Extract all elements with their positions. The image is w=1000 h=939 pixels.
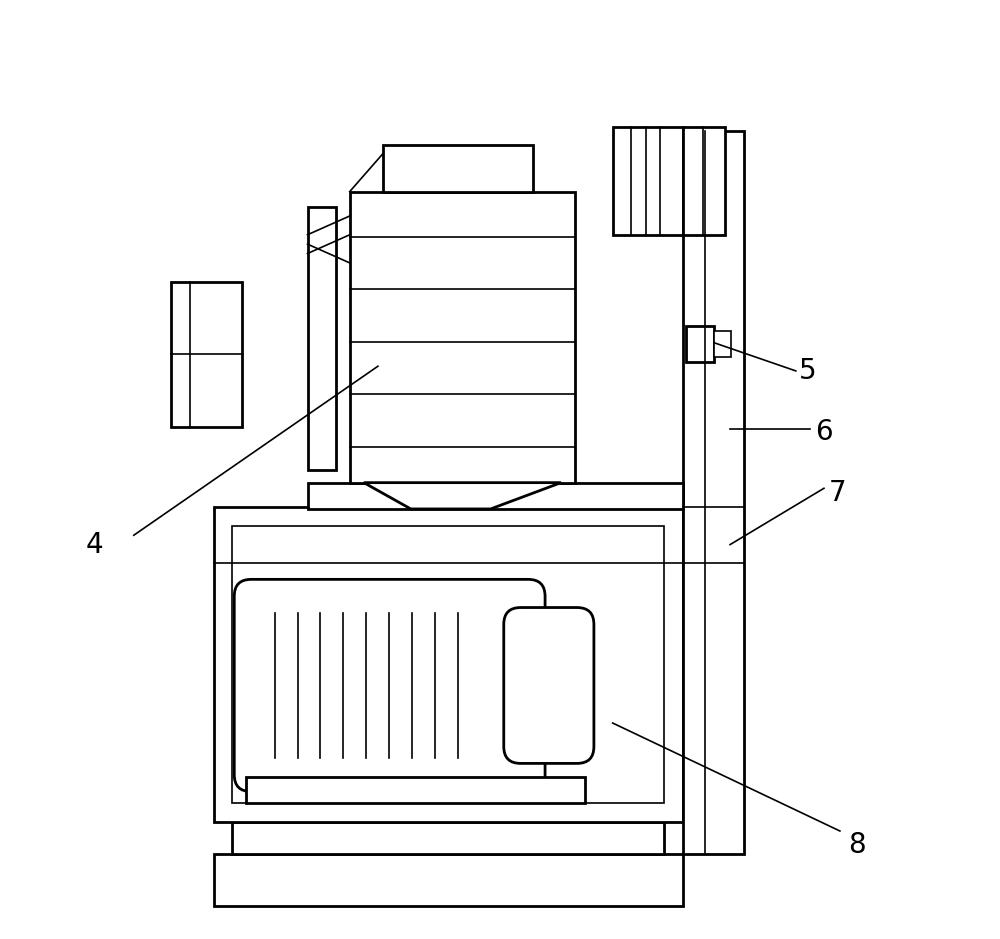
Bar [308,483,683,509]
Bar [383,145,533,192]
Bar [714,331,731,357]
Text: 7: 7 [829,479,847,507]
FancyBboxPatch shape [504,608,594,763]
Bar [308,207,336,470]
Bar [683,127,725,235]
Bar [214,507,683,822]
Text: 8: 8 [848,831,866,859]
Polygon shape [364,483,561,509]
Bar [232,822,664,854]
Bar [350,192,575,483]
Bar [232,526,664,803]
Bar [246,777,585,803]
FancyBboxPatch shape [234,579,545,792]
Bar [613,127,683,235]
Bar [214,854,683,906]
Text: 6: 6 [815,418,833,446]
Bar [171,282,242,427]
Bar [686,326,714,362]
Text: 4: 4 [86,531,103,559]
Text: 5: 5 [799,357,817,385]
Bar [683,131,744,854]
